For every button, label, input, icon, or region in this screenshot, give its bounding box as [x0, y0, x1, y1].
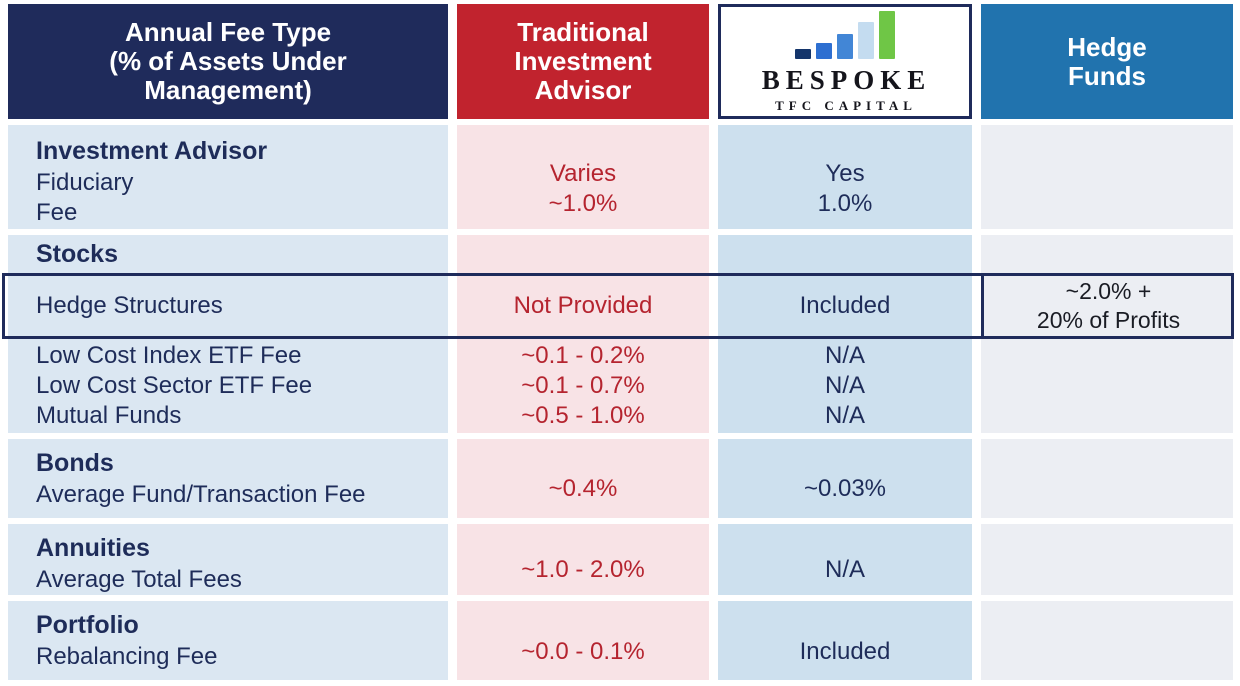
hedge-funds-value-cell — [981, 125, 1233, 229]
value-line: ~0.0 - 0.1% — [521, 638, 645, 665]
value-line: 20% of Profits — [1036, 307, 1181, 333]
value-line: N/A — [824, 342, 865, 369]
row-portfolio: Portfolio Rebalancing Fee ~0.0 - 0.1% In… — [8, 601, 1233, 680]
bespoke-value-cell — [718, 235, 972, 273]
item-label: Fee — [36, 199, 78, 226]
value-line: Yes — [825, 160, 865, 187]
value-line: N/A — [824, 402, 865, 429]
traditional-value-cell: Not Provided — [457, 273, 709, 339]
traditional-value-cell: ~1.0 - 2.0% — [457, 524, 709, 595]
row-stocks: Stocks — [8, 235, 1233, 273]
bespoke-brand-name: BESPOKE — [761, 65, 932, 95]
value-line: Included — [799, 292, 891, 319]
header-hedge-funds: Hedge Funds — [981, 4, 1233, 119]
bespoke-value-cell: Included — [718, 601, 972, 680]
header-bespoke-logo: BESPOKE TFC CAPITAL — [718, 4, 972, 119]
value-line: ~0.1 - 0.2% — [521, 342, 645, 369]
bespoke-value-cell: N/A — [718, 524, 972, 595]
logo-bar — [858, 22, 874, 59]
item-label: Average Total Fees — [36, 566, 242, 593]
item-label: Hedge Structures — [36, 292, 223, 319]
header-traditional-line: Traditional — [517, 17, 649, 47]
category-label: Portfolio — [36, 611, 139, 639]
row-label-cell: Bonds Average Fund/Transaction Fee — [8, 439, 448, 518]
value-line: 1.0% — [817, 190, 873, 217]
row-investment-advisor: Investment Advisor Fiduciary Fee Varies … — [8, 125, 1233, 229]
hedge-funds-value-cell — [981, 339, 1233, 433]
value-line: ~1.0 - 2.0% — [521, 556, 645, 583]
traditional-value-cell — [457, 235, 709, 273]
logo-bar — [879, 11, 895, 59]
row-etf-fees: Low Cost Index ETF Fee Low Cost Sector E… — [8, 339, 1233, 433]
row-annuities: Annuities Average Total Fees ~1.0 - 2.0%… — [8, 524, 1233, 595]
traditional-value-cell: Varies ~1.0% — [457, 125, 709, 229]
hedge-funds-value-cell — [981, 235, 1233, 273]
header-fee-type-line: Management) — [144, 75, 312, 105]
row-label-cell: Portfolio Rebalancing Fee — [8, 601, 448, 680]
header-hedge-line: Hedge — [1067, 31, 1147, 62]
item-label: Low Cost Index ETF Fee — [36, 342, 302, 369]
ascending-bar-chart-icon — [795, 9, 895, 59]
category-label: Stocks — [36, 239, 118, 268]
value-line: Included — [799, 638, 891, 665]
bespoke-value-cell: Included — [718, 273, 972, 339]
category-label: Bonds — [36, 449, 114, 477]
header-traditional-line: Advisor — [534, 75, 632, 105]
traditional-value-cell: ~0.0 - 0.1% — [457, 601, 709, 680]
header-fee-type-line: Annual Fee Type — [124, 17, 332, 47]
hedge-funds-value-cell — [981, 439, 1233, 518]
item-label: Fiduciary — [36, 169, 134, 196]
value-line: N/A — [824, 372, 865, 399]
traditional-value-cell: ~0.1 - 0.2% ~0.1 - 0.7% ~0.5 - 1.0% — [457, 339, 709, 433]
hedge-funds-value-cell — [981, 601, 1233, 680]
bespoke-sub-brand: TFC CAPITAL — [775, 98, 917, 113]
header-traditional-advisor: Traditional Investment Advisor — [457, 4, 709, 119]
logo-bar — [795, 49, 811, 59]
traditional-value-cell: ~0.4% — [457, 439, 709, 518]
logo-bar — [816, 43, 832, 59]
row-bonds: Bonds Average Fund/Transaction Fee ~0.4%… — [8, 439, 1233, 518]
value-line: Not Provided — [513, 292, 653, 319]
fee-comparison-table: Annual Fee Type (% of Assets Under Manag… — [2, 4, 1234, 686]
category-label: Annuities — [36, 534, 150, 562]
value-line: ~0.4% — [548, 475, 618, 502]
item-label: Rebalancing Fee — [36, 643, 218, 670]
row-label-cell: Investment Advisor Fiduciary Fee — [8, 125, 448, 229]
hedge-funds-value-cell: ~2.0% + 20% of Profits — [981, 273, 1233, 339]
header-hedge-line: Funds — [1068, 60, 1146, 91]
row-label-cell: Hedge Structures — [8, 273, 448, 339]
item-label: Average Fund/Transaction Fee — [36, 481, 366, 508]
value-line: ~0.5 - 1.0% — [521, 402, 645, 429]
header-row: Annual Fee Type (% of Assets Under Manag… — [8, 4, 1233, 119]
item-label: Low Cost Sector ETF Fee — [36, 372, 313, 399]
value-line: ~1.0% — [548, 190, 618, 217]
value-line: N/A — [824, 556, 865, 583]
row-label-cell: Stocks — [8, 235, 448, 273]
header-traditional-line: Investment — [514, 46, 652, 76]
item-label: Mutual Funds — [36, 402, 182, 429]
row-hedge-structures: Hedge Structures Not Provided Included ~… — [2, 273, 1234, 339]
bespoke-value-cell: Yes 1.0% — [718, 125, 972, 229]
value-line: ~2.0% + — [1065, 278, 1152, 304]
header-fee-type: Annual Fee Type (% of Assets Under Manag… — [8, 4, 448, 119]
row-label-cell: Annuities Average Total Fees — [8, 524, 448, 595]
header-fee-type-line: (% of Assets Under — [109, 46, 347, 76]
bespoke-value-cell: N/A N/A N/A — [718, 339, 972, 433]
row-label-cell: Low Cost Index ETF Fee Low Cost Sector E… — [8, 339, 448, 433]
value-line: Varies — [549, 160, 617, 187]
category-label: Investment Advisor — [36, 137, 268, 165]
logo-bar — [837, 34, 853, 59]
value-line: ~0.03% — [803, 475, 887, 502]
value-line: ~0.1 - 0.7% — [521, 372, 645, 399]
hedge-funds-value-cell — [981, 524, 1233, 595]
bespoke-value-cell: ~0.03% — [718, 439, 972, 518]
